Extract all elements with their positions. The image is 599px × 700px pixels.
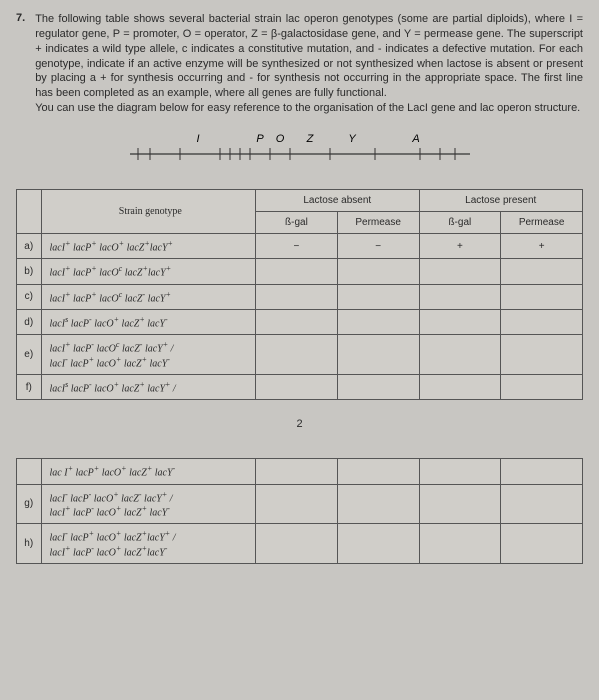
table-row: e)lacI+ lacP- lacOc lacZ- lacY+ / lacI- …: [17, 335, 583, 375]
abs-perm-cell[interactable]: [337, 374, 419, 399]
abs-perm-cell[interactable]: [337, 459, 419, 484]
abs-perm-cell[interactable]: [337, 335, 419, 375]
pre-bgal-cell[interactable]: [419, 335, 501, 375]
abs-perm-cell[interactable]: −: [337, 233, 419, 258]
question-text: The following table shows several bacter…: [35, 12, 583, 116]
diagram-label-y: Y: [348, 133, 356, 145]
table-row: c)lacI+ lacP+ lacOc lacZ- lacY+: [17, 284, 583, 309]
genotype-table-2: lac I+ lacP+ lacO+ lacZ+ lacY-g)lacI- la…: [16, 458, 583, 564]
genotype-cell: lacI- lacP+ lacO+ lacZ+lacY+ / lacI+ lac…: [41, 524, 256, 564]
abs-bgal-cell[interactable]: [256, 284, 338, 309]
col-pre-perm: Permease: [501, 211, 583, 233]
diagram-label-z: Z: [305, 133, 314, 145]
abs-perm-cell[interactable]: [337, 484, 419, 524]
abs-bgal-cell[interactable]: [256, 459, 338, 484]
genotype-cell: lacIs lacP- lacO+ lacZ+ lacY-: [41, 309, 256, 334]
col-lactose-present: Lactose present: [419, 189, 583, 211]
row-label: e): [17, 335, 42, 375]
question-header: 7. The following table shows several bac…: [16, 12, 583, 116]
genotype-cell: lacI+ lacP+ lacO+ lacZ+lacY+: [41, 233, 256, 258]
abs-perm-cell[interactable]: [337, 309, 419, 334]
abs-bgal-cell[interactable]: [256, 309, 338, 334]
genotype-cell: lacI+ lacP- lacOc lacZ- lacY+ / lacI- la…: [41, 335, 256, 375]
abs-bgal-cell[interactable]: [256, 524, 338, 564]
table-row: f)lacIs lacP- lacO+ lacZ+ lacY+ /: [17, 374, 583, 399]
pre-perm-cell[interactable]: [501, 524, 583, 564]
pre-perm-cell[interactable]: [501, 374, 583, 399]
pre-perm-cell[interactable]: [501, 284, 583, 309]
abs-bgal-cell[interactable]: [256, 374, 338, 399]
table-row: h)lacI- lacP+ lacO+ lacZ+lacY+ / lacI+ l…: [17, 524, 583, 564]
genotype-table-1: Strain genotype Lactose absent Lactose p…: [16, 189, 583, 400]
col-abs-bgal: ß-gal: [256, 211, 338, 233]
operon-diagram: I P O Z Y A: [16, 128, 583, 171]
pre-perm-cell[interactable]: +: [501, 233, 583, 258]
pre-bgal-cell[interactable]: [419, 374, 501, 399]
diagram-label-i: I: [196, 133, 199, 145]
pre-bgal-cell[interactable]: [419, 459, 501, 484]
abs-perm-cell[interactable]: [337, 524, 419, 564]
abs-bgal-cell[interactable]: [256, 259, 338, 284]
pre-perm-cell[interactable]: [501, 484, 583, 524]
row-label: a): [17, 233, 42, 258]
genotype-cell: lacI+ lacP+ lacOc lacZ- lacY+: [41, 284, 256, 309]
pre-perm-cell[interactable]: [501, 335, 583, 375]
row-label: h): [17, 524, 42, 564]
table-row: g)lacI- lacP- lacO+ lacZ- lacY+ / lacI+ …: [17, 484, 583, 524]
abs-perm-cell[interactable]: [337, 284, 419, 309]
pre-perm-cell[interactable]: [501, 259, 583, 284]
genotype-cell: lac I+ lacP+ lacO+ lacZ+ lacY-: [41, 459, 256, 484]
genotype-cell: lacIs lacP- lacO+ lacZ+ lacY+ /: [41, 374, 256, 399]
abs-perm-cell[interactable]: [337, 259, 419, 284]
pre-perm-cell[interactable]: [501, 309, 583, 334]
col-abs-perm: Permease: [337, 211, 419, 233]
pre-bgal-cell[interactable]: [419, 309, 501, 334]
abs-bgal-cell[interactable]: −: [256, 233, 338, 258]
row-label: b): [17, 259, 42, 284]
abs-bgal-cell[interactable]: [256, 484, 338, 524]
pre-bgal-cell[interactable]: +: [419, 233, 501, 258]
row-label: [17, 459, 42, 484]
page-number: 2: [16, 418, 583, 430]
diagram-label-p: P: [256, 133, 264, 145]
genotype-cell: lacI- lacP- lacO+ lacZ- lacY+ / lacI+ la…: [41, 484, 256, 524]
pre-bgal-cell[interactable]: [419, 284, 501, 309]
abs-bgal-cell[interactable]: [256, 335, 338, 375]
table-row: d)lacIs lacP- lacO+ lacZ+ lacY-: [17, 309, 583, 334]
table-row: a)lacI+ lacP+ lacO+ lacZ+lacY+−−++: [17, 233, 583, 258]
genotype-cell: lacI+ lacP+ lacOc lacZ+lacY+: [41, 259, 256, 284]
diagram-label-a: A: [411, 133, 419, 145]
col-pre-bgal: ß-gal: [419, 211, 501, 233]
row-label: g): [17, 484, 42, 524]
pre-bgal-cell[interactable]: [419, 484, 501, 524]
col-strain: Strain genotype: [41, 189, 256, 233]
question-number: 7.: [16, 12, 25, 116]
diagram-label-o: O: [275, 133, 284, 145]
row-label: d): [17, 309, 42, 334]
table-row: lac I+ lacP+ lacO+ lacZ+ lacY-: [17, 459, 583, 484]
col-lactose-absent: Lactose absent: [256, 189, 419, 211]
row-label: c): [17, 284, 42, 309]
pre-perm-cell[interactable]: [501, 459, 583, 484]
pre-bgal-cell[interactable]: [419, 259, 501, 284]
table-row: b)lacI+ lacP+ lacOc lacZ+lacY+: [17, 259, 583, 284]
row-label: f): [17, 374, 42, 399]
pre-bgal-cell[interactable]: [419, 524, 501, 564]
